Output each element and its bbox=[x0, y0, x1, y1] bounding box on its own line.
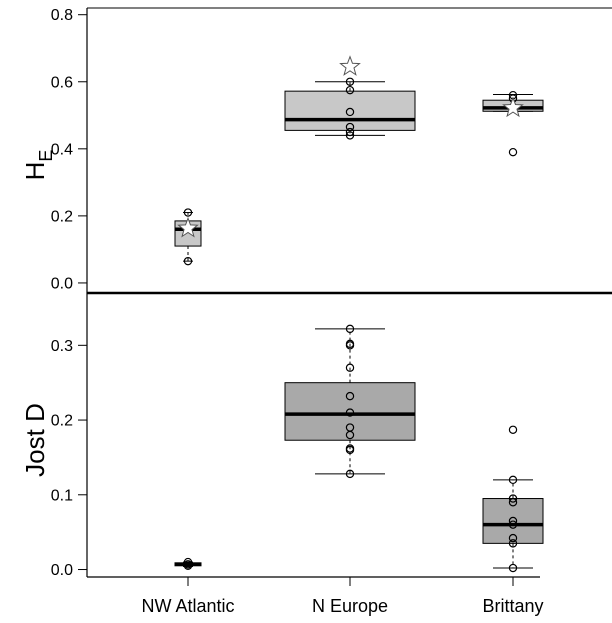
data-point bbox=[508, 498, 518, 507]
y-tick-label: 0.0 bbox=[51, 275, 73, 292]
data-point bbox=[345, 107, 355, 117]
y-axis-title-jost-d: Jost D bbox=[20, 403, 50, 477]
data-point bbox=[508, 425, 518, 434]
star-marker bbox=[339, 55, 361, 76]
y-axis-title-he: HE bbox=[20, 150, 56, 181]
data-point bbox=[345, 131, 355, 140]
x-label-brittany: Brittany bbox=[482, 596, 543, 616]
y-tick-label: 0.3 bbox=[51, 338, 73, 355]
data-point bbox=[508, 563, 518, 573]
data-point bbox=[508, 475, 518, 485]
data-point bbox=[508, 520, 518, 529]
data-point bbox=[345, 469, 355, 479]
data-point bbox=[345, 324, 355, 334]
x-label-n-europe: N Europe bbox=[312, 596, 388, 616]
panel-he: 0.0 0.2 0.4 0.6 0.8 bbox=[51, 7, 612, 293]
data-point bbox=[345, 444, 355, 453]
data-point bbox=[183, 208, 193, 217]
data-point bbox=[508, 494, 518, 503]
data-point bbox=[345, 122, 355, 132]
data-point bbox=[508, 516, 518, 526]
y-tick-label: 0.2 bbox=[51, 413, 73, 430]
data-point bbox=[508, 533, 518, 543]
y-tick-label: 0.4 bbox=[51, 141, 73, 158]
y-tick-label: 0.8 bbox=[51, 7, 73, 24]
star-marker bbox=[502, 96, 524, 118]
data-point bbox=[345, 408, 355, 417]
data-point bbox=[183, 256, 193, 266]
data-point bbox=[345, 127, 355, 137]
data-point bbox=[508, 539, 518, 548]
y-tick-label: 0.2 bbox=[51, 208, 73, 225]
data-point bbox=[345, 363, 355, 372]
star-marker bbox=[177, 216, 199, 238]
data-point bbox=[345, 77, 355, 86]
data-point bbox=[345, 423, 355, 432]
box bbox=[284, 90, 416, 131]
data-point bbox=[345, 391, 355, 401]
data-point bbox=[345, 339, 355, 349]
x-label-nw-atlantic: NW Atlantic bbox=[141, 596, 234, 616]
data-point bbox=[183, 557, 193, 567]
data-point bbox=[508, 147, 518, 157]
y-tick-label: 0.1 bbox=[51, 487, 73, 504]
data-point bbox=[345, 85, 355, 95]
data-point bbox=[183, 560, 193, 569]
panel-jost-d: 0.0 0.1 0.2 0.3 bbox=[51, 293, 544, 579]
y-tick-label: 0.6 bbox=[51, 74, 73, 91]
y-tick-label: 0.0 bbox=[51, 562, 73, 579]
